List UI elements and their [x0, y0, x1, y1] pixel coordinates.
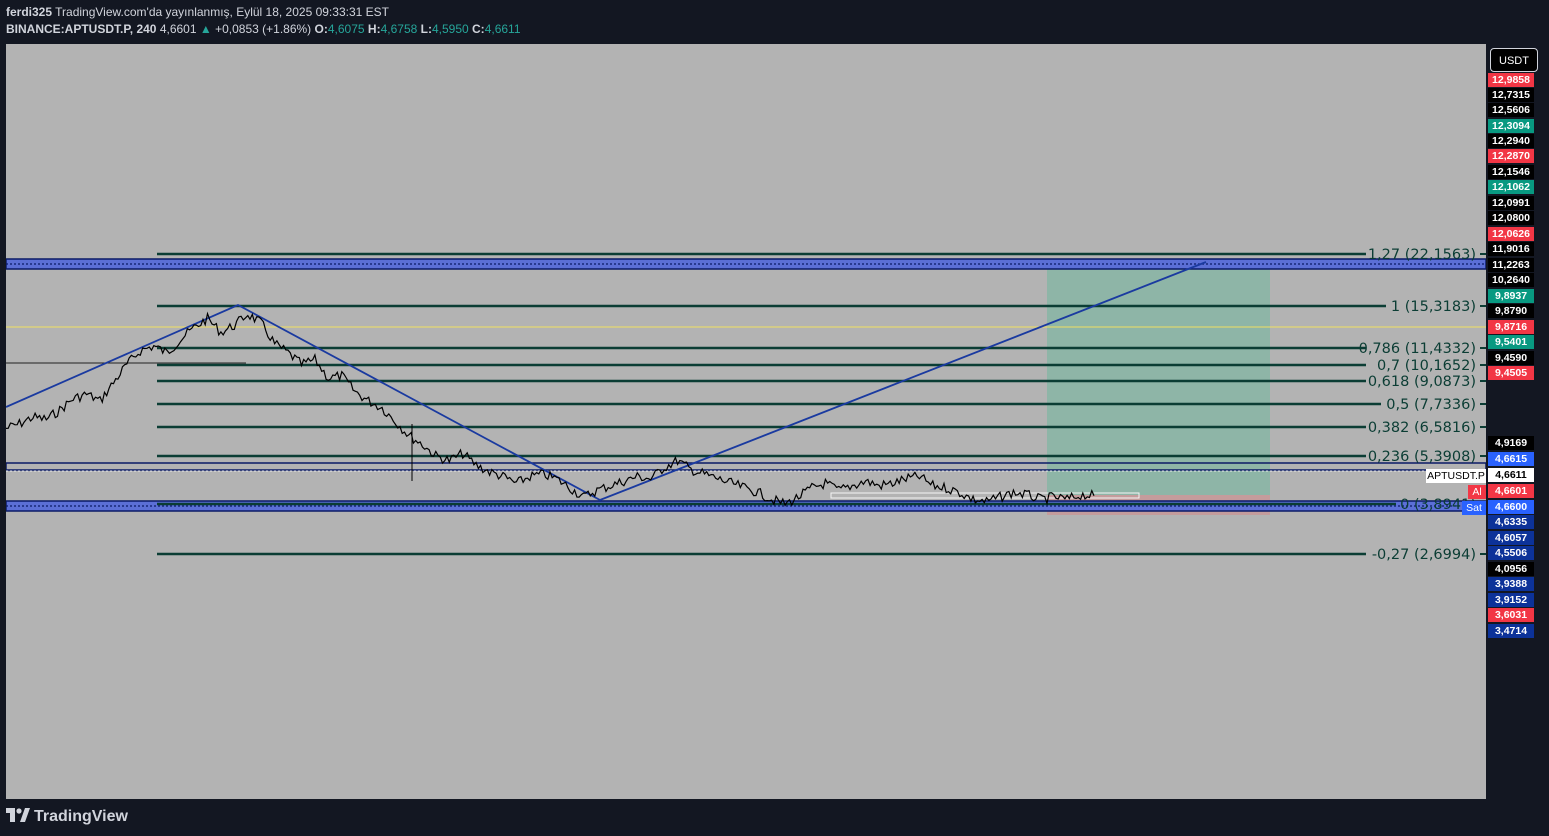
- publish-info: ferdi325 TradingView.com'da yayınlanmış,…: [6, 5, 389, 19]
- fib-label: 0,236 (5,3908): [1368, 449, 1476, 465]
- price-axis-label: 12,0626: [1488, 227, 1534, 241]
- price-axis-label: 12,1062: [1488, 180, 1534, 194]
- symbol-legend: BINANCE:APTUSDT.P, 240 4,6601 ▲ +0,0853 …: [6, 22, 521, 36]
- price-axis-label: 9,8937: [1488, 289, 1534, 303]
- tradingview-logo[interactable]: TradingView: [6, 808, 128, 826]
- price-axis-label: 4,6611: [1488, 468, 1534, 482]
- tv-logo-icon: [6, 808, 30, 826]
- currency-button[interactable]: USDT: [1490, 48, 1538, 72]
- author-name: ferdi325: [6, 5, 53, 19]
- mid-zone: [6, 462, 1486, 471]
- price-axis-label: 4,5506: [1488, 546, 1534, 560]
- fib-label: 1,27 (22,1563): [1368, 247, 1476, 263]
- fib-label: 1 (15,3183): [1391, 299, 1476, 315]
- change-arrow-icon: ▲: [199, 22, 212, 36]
- price-axis-label: 9,4505: [1488, 366, 1534, 380]
- price-axis-label: 9,4590: [1488, 351, 1534, 365]
- high-value: 4,6758: [380, 22, 418, 36]
- range-box: [830, 492, 1140, 499]
- price-axis-label: 12,2940: [1488, 134, 1534, 148]
- price-axis-label: 9,8716: [1488, 320, 1534, 334]
- fib-label: -0,27 (2,6994): [1372, 547, 1476, 563]
- close-label: C:: [472, 22, 485, 36]
- price-change: +0,0853 (+1.86%): [215, 22, 312, 36]
- zigzag-pattern: [6, 261, 1207, 501]
- price-axis-label: 9,5401: [1488, 335, 1534, 349]
- price-axis-label: 4,6601: [1488, 484, 1534, 498]
- price-axis-label: 12,1546: [1488, 165, 1534, 179]
- price-chart[interactable]: 1,27 (22,1563) 1 (15,3183) 0,786 (11,4332)…: [6, 44, 1486, 799]
- price-axis-label: 4,6335: [1488, 515, 1534, 529]
- open-label: O:: [314, 22, 328, 36]
- symbol-price-tag[interactable]: APTUSDT.P: [1426, 469, 1486, 483]
- sell-tag[interactable]: Sat: [1462, 501, 1486, 515]
- fib-label: 0,382 (6,5816): [1368, 420, 1476, 436]
- price-axis-label: 10,2640: [1488, 273, 1534, 287]
- price-axis-label: 12,2870: [1488, 149, 1534, 163]
- price-axis-label: 4,6600: [1488, 500, 1534, 514]
- low-value: 4,5950: [431, 22, 469, 36]
- price-axis-label: 4,6615: [1488, 452, 1534, 466]
- price-series: [6, 311, 1095, 507]
- price-axis-label: 4,0956: [1488, 562, 1534, 576]
- publish-date: TradingView.com'da yayınlanmış, Eylül 18…: [55, 5, 389, 19]
- chart-canvas[interactable]: 1,27 (22,1563) 1 (15,3183) 0,786 (11,4332)…: [6, 44, 1486, 799]
- high-label: H:: [367, 22, 381, 36]
- price-axis-label: 3,9152: [1488, 593, 1534, 607]
- price-axis-label: 12,9858: [1488, 73, 1534, 87]
- last-price: 4,6601: [159, 22, 197, 36]
- price-axis-label: 3,9388: [1488, 577, 1534, 591]
- price-axis-label: 12,5606: [1488, 103, 1534, 117]
- close-value: 4,6611: [484, 22, 521, 36]
- price-axis-label: 12,3094: [1488, 119, 1534, 133]
- price-axis-label: 4,6057: [1488, 531, 1534, 545]
- fib-label: 0 (3,8941): [1400, 497, 1476, 513]
- buy-tag[interactable]: Al: [1468, 485, 1486, 499]
- price-axis-label: 3,6031: [1488, 608, 1534, 622]
- price-axis-label: 9,8790: [1488, 304, 1534, 318]
- fib-label: 0,5 (7,7336): [1386, 397, 1476, 413]
- low-label: L:: [420, 22, 432, 36]
- price-axis-label: 4,9169: [1488, 436, 1534, 450]
- fib-label: 0,786 (11,4332): [1359, 341, 1476, 357]
- brand-name: TradingView: [34, 808, 128, 825]
- price-axis-label: 12,0991: [1488, 196, 1534, 210]
- price-axis-label: 11,2263: [1488, 258, 1534, 272]
- price-axis-label: 12,7315: [1488, 88, 1534, 102]
- target-zone: [1047, 264, 1270, 495]
- price-axis-label: 12,0800: [1488, 211, 1534, 225]
- price-axis-label: 3,4714: [1488, 624, 1534, 638]
- price-axis-label: 11,9016: [1488, 242, 1534, 256]
- fib-label: 0,7 (10,1652): [1377, 358, 1476, 374]
- fib-label: 0,618 (9,0873): [1368, 374, 1476, 390]
- open-value: 4,6075: [327, 22, 365, 36]
- symbol-name[interactable]: BINANCE:APTUSDT.P, 240: [6, 22, 157, 36]
